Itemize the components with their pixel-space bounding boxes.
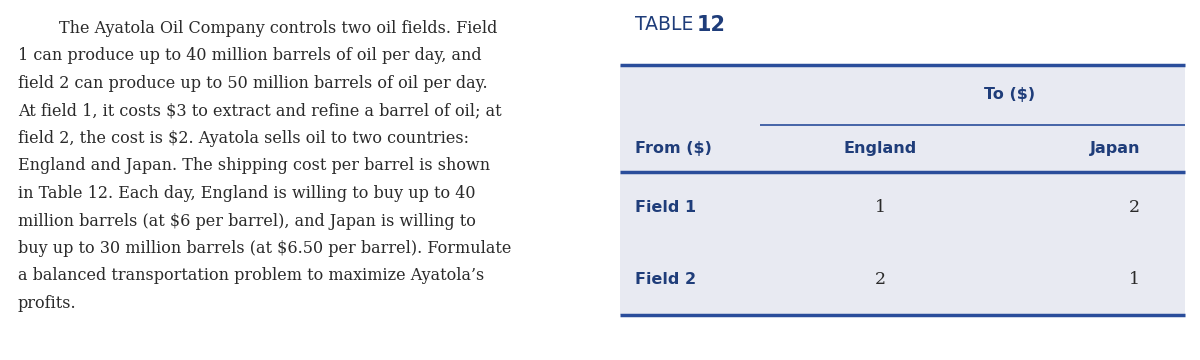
Text: 1: 1: [1129, 271, 1140, 288]
FancyBboxPatch shape: [620, 65, 1186, 315]
Text: in Table 12. Each day, England is willing to buy up to 40: in Table 12. Each day, England is willin…: [18, 185, 475, 202]
Text: England: England: [844, 141, 917, 156]
Text: At field 1, it costs $3 to extract and refine a barrel of oil; at: At field 1, it costs $3 to extract and r…: [18, 103, 502, 120]
Text: field 2, the cost is $2. Ayatola sells oil to two countries:: field 2, the cost is $2. Ayatola sells o…: [18, 130, 469, 147]
Text: England and Japan. The shipping cost per barrel is shown: England and Japan. The shipping cost per…: [18, 158, 490, 175]
Text: 1: 1: [875, 199, 886, 216]
Text: Japan: Japan: [1090, 141, 1140, 156]
Text: 12: 12: [697, 15, 726, 35]
Text: 2: 2: [875, 271, 886, 288]
Text: million barrels (at $6 per barrel), and Japan is willing to: million barrels (at $6 per barrel), and …: [18, 212, 476, 230]
Text: TABLE: TABLE: [635, 15, 706, 34]
Text: 1 can produce up to 40 million barrels of oil per day, and: 1 can produce up to 40 million barrels o…: [18, 48, 481, 64]
Text: The Ayatola Oil Company controls two oil fields. Field: The Ayatola Oil Company controls two oil…: [18, 20, 497, 37]
Text: profits.: profits.: [18, 295, 77, 312]
Text: a balanced transportation problem to maximize Ayatola’s: a balanced transportation problem to max…: [18, 267, 485, 284]
Text: Field 2: Field 2: [635, 272, 696, 287]
Text: field 2 can produce up to 50 million barrels of oil per day.: field 2 can produce up to 50 million bar…: [18, 75, 487, 92]
Text: Field 1: Field 1: [635, 200, 696, 215]
Text: 2: 2: [1129, 199, 1140, 216]
Text: To ($): To ($): [984, 87, 1036, 103]
Text: buy up to 30 million barrels (at $6.50 per barrel). Formulate: buy up to 30 million barrels (at $6.50 p…: [18, 240, 511, 257]
Text: From ($): From ($): [635, 141, 712, 156]
